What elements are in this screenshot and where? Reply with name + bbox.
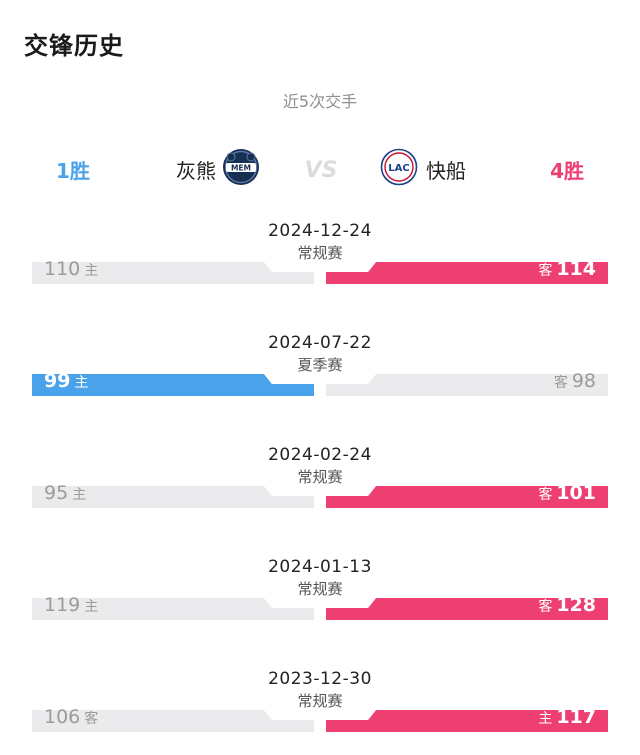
left-score-value: 119 — [44, 594, 81, 616]
left-score-bar — [32, 486, 314, 508]
left-score: 99 主 — [44, 369, 92, 393]
vs-text: VS — [305, 158, 338, 183]
game-row[interactable]: 2024-07-22 夏季赛 99 主 客 98 — [0, 333, 640, 413]
right-score-bar — [326, 710, 608, 732]
score-bars — [32, 362, 608, 396]
right-home-away-label: 客 — [538, 487, 553, 503]
game-row[interactable]: 2023-12-30 常规赛 106 客 主 117 — [0, 669, 640, 749]
left-score-bar — [32, 262, 314, 284]
game-date: 2024-12-24 — [268, 221, 372, 241]
right-score-value: 128 — [556, 594, 596, 616]
left-score: 106 客 — [44, 705, 102, 729]
vs-icon: VS — [305, 158, 338, 183]
left-score-bar — [32, 710, 314, 732]
game-row[interactable]: 2024-01-13 常规赛 119 主 客 128 — [0, 557, 640, 637]
right-score-value: 98 — [571, 370, 596, 392]
right-score-bar — [326, 598, 608, 620]
left-home-away-label: 主 — [72, 487, 87, 503]
right-score-value: 114 — [556, 258, 596, 280]
recent-games-label: 近5次交手 — [282, 92, 358, 111]
right-score-bar — [326, 374, 608, 396]
right-home-away-label: 主 — [538, 711, 553, 727]
left-score-bar — [32, 598, 314, 620]
right-team-wins: 4胜 — [550, 159, 584, 183]
score-bars — [32, 586, 608, 620]
game-date: 2023-12-30 — [268, 669, 372, 689]
right-team-name[interactable]: 快船 — [426, 159, 466, 183]
right-score-value: 101 — [556, 482, 596, 504]
game-row[interactable]: 2024-02-24 常规赛 95 主 客 101 — [0, 445, 640, 525]
right-score: 客 101 — [534, 481, 596, 505]
left-score: 95 主 — [44, 481, 90, 505]
left-home-away-label: 主 — [84, 263, 99, 279]
right-home-away-label: 客 — [538, 263, 553, 279]
left-team-name[interactable]: 灰熊 — [176, 159, 216, 183]
score-bars — [32, 250, 608, 284]
type-label-notch — [264, 486, 376, 496]
right-score: 客 128 — [534, 593, 596, 617]
left-team-wins: 1胜 — [56, 159, 90, 183]
game-type: 夏季赛 — [297, 356, 343, 374]
score-bars — [32, 698, 608, 732]
page-title: 交锋历史 — [24, 32, 124, 60]
right-score-bar — [326, 262, 608, 284]
right-score: 主 117 — [534, 705, 596, 729]
score-bars — [32, 474, 608, 508]
left-score-value: 110 — [44, 258, 81, 280]
type-label-notch — [264, 374, 376, 384]
game-type: 常规赛 — [297, 580, 343, 598]
grizzlies-logo-text: MEM — [231, 164, 251, 173]
right-score-value: 117 — [556, 706, 596, 728]
game-row[interactable]: 2024-12-24 常规赛 110 主 客 114 — [0, 221, 640, 301]
left-score-bar — [32, 374, 314, 396]
game-type: 常规赛 — [297, 244, 343, 262]
right-score: 客 114 — [534, 257, 596, 281]
type-label-notch — [264, 598, 376, 608]
clippers-logo-icon[interactable]: LAC — [380, 148, 418, 186]
left-score-value: 99 — [44, 370, 71, 392]
game-date: 2024-02-24 — [268, 445, 372, 465]
left-score-value: 95 — [44, 482, 69, 504]
right-score-bar — [326, 486, 608, 508]
game-type: 常规赛 — [297, 692, 343, 710]
left-home-away-label: 主 — [84, 599, 99, 615]
left-score-value: 106 — [44, 706, 81, 728]
game-type: 常规赛 — [297, 468, 343, 486]
game-date: 2024-01-13 — [268, 557, 372, 577]
right-home-away-label: 客 — [553, 375, 568, 391]
matchup-summary: 1胜 灰熊 MEM VS LAC 快船 4胜 — [0, 145, 640, 191]
clippers-logo-text: LAC — [388, 163, 409, 174]
left-home-away-label: 客 — [84, 711, 99, 727]
type-label-notch — [264, 262, 376, 272]
type-label-notch — [264, 710, 376, 720]
right-score: 客 98 — [550, 369, 596, 393]
left-score: 119 主 — [44, 593, 102, 617]
game-date: 2024-07-22 — [268, 333, 372, 353]
grizzlies-logo-icon[interactable]: MEM — [222, 148, 260, 186]
left-home-away-label: 主 — [74, 375, 89, 391]
right-home-away-label: 客 — [538, 599, 553, 615]
left-score: 110 主 — [44, 257, 102, 281]
